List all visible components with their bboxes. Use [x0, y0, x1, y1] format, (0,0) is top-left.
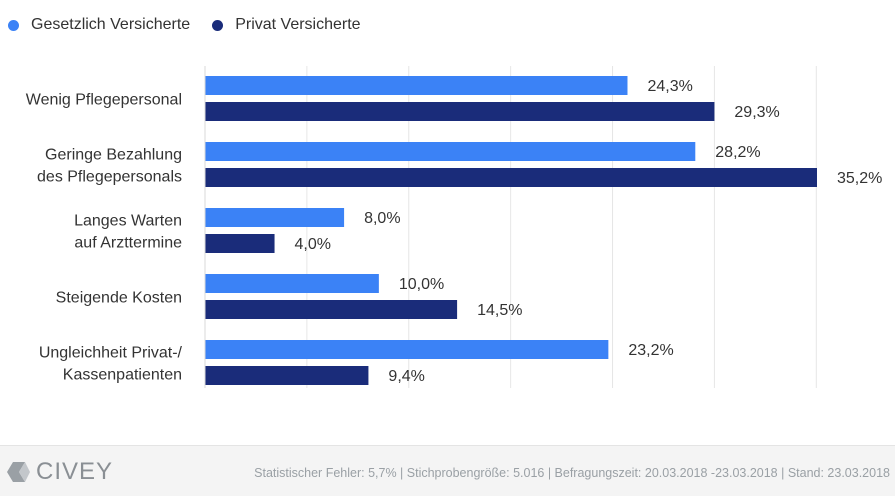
- data-label: 8,0%: [364, 210, 400, 227]
- legend-item-gesetzlich: Gesetzlich Versicherte: [8, 16, 190, 34]
- bar-chart: Wenig Pflegepersonal 24,3% 29,3% Geringe Be…: [26, 66, 882, 388]
- category-label: Geringe Bezahlung: [45, 147, 182, 164]
- footer: CIVEY Statistischer Fehler: 5,7% | Stich…: [0, 445, 895, 496]
- data-label: 9,4%: [388, 368, 424, 385]
- data-label: 10,0%: [399, 276, 444, 293]
- data-label: 4,0%: [295, 236, 331, 253]
- bar-privat: [205, 300, 458, 319]
- category-label: Ungleichheit Privat-/: [39, 345, 183, 362]
- data-label: 24,3%: [647, 78, 692, 95]
- category-label: auf Arzttermine: [74, 235, 182, 252]
- bar-privat: [205, 102, 715, 121]
- category-label: Wenig Pflegepersonal: [26, 92, 182, 109]
- bar-privat: [205, 234, 275, 253]
- data-label: 14,5%: [477, 302, 522, 319]
- category-label: Langes Warten: [74, 213, 182, 230]
- civey-logo-icon: [7, 462, 30, 482]
- bar-privat: [205, 366, 369, 385]
- legend-swatch-gesetzlich: [8, 19, 19, 31]
- legend-label-privat: Privat Versicherte: [235, 16, 361, 33]
- category-label: Kassenpatienten: [63, 367, 182, 384]
- civey-logo: CIVEY: [5, 460, 113, 484]
- legend: Gesetzlich Versicherte Privat Versichert…: [8, 14, 383, 36]
- data-label: 35,2%: [837, 170, 882, 187]
- data-label: 28,2%: [715, 144, 760, 161]
- bar-privat: [205, 168, 817, 187]
- data-label: 23,2%: [628, 342, 673, 359]
- legend-label-gesetzlich: Gesetzlich Versicherte: [31, 16, 191, 33]
- legend-item-privat: Privat Versicherte: [212, 16, 361, 34]
- bar-gesetzlich: [205, 208, 345, 227]
- category-label: des Pflegepersonals: [37, 169, 182, 186]
- footer-note: Statistischer Fehler: 5,7% | Stichproben…: [254, 466, 890, 480]
- bar-gesetzlich: [205, 340, 609, 359]
- bar-gesetzlich: [205, 274, 379, 293]
- bar-gesetzlich: [205, 142, 696, 161]
- bar-gesetzlich: [205, 76, 628, 95]
- category-label: Steigende Kosten: [56, 290, 182, 307]
- civey-logo-text: CIVEY: [36, 458, 114, 485]
- data-label: 29,3%: [734, 104, 779, 121]
- legend-swatch-privat: [212, 19, 224, 31]
